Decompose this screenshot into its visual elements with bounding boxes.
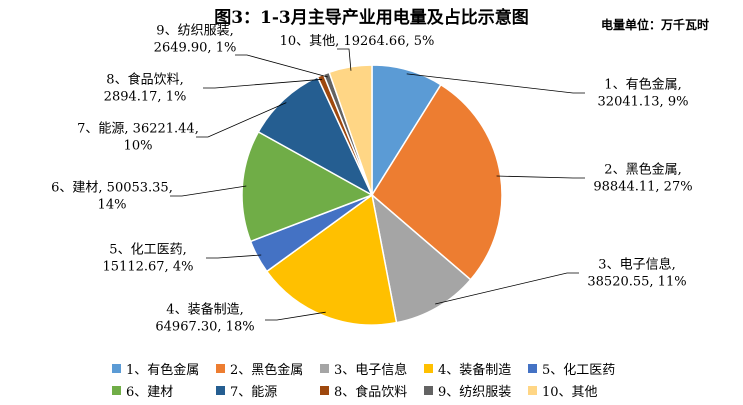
legend-label: 8、食品饮料 (334, 384, 408, 400)
pie-slices (241, 64, 503, 326)
chart-title: 图3：1-3月主导产业用电量及占比示意图 (214, 8, 529, 28)
leader-line-8 (203, 78, 323, 89)
data-label-纺织服装: 9、纺织服装, 2649.90, 1% (154, 24, 237, 56)
pie-slice-3 (370, 193, 472, 324)
legend-swatch (216, 385, 225, 395)
pie-slice-2 (371, 83, 503, 281)
legend-swatch (424, 363, 433, 373)
legend-label: 9、纺织服装 (438, 384, 512, 400)
data-label-食品饮料: 8、食品饮料, 2894.17, 1% (104, 72, 187, 105)
legend-item-食品饮料: 8、食品饮料 (320, 381, 424, 400)
legend-label: 7、能源 (230, 384, 278, 400)
data-label-其他: 10、其他, 19264.66, 5% (280, 34, 435, 49)
legend-swatch (112, 363, 121, 373)
leader-line-3 (435, 272, 579, 305)
legend-label: 5、化工医药 (542, 362, 616, 378)
pie-slice-4 (265, 193, 398, 326)
data-label-电子信息: 3、电子信息, 38520.55, 11% (587, 257, 686, 290)
unit-label: 电量单位：万千瓦时 (600, 18, 709, 32)
legend-item-装备制造: 4、装备制造 (424, 359, 528, 378)
legend-item-黑色金属: 2、黑色金属 (216, 359, 320, 378)
legend-row-1: 1、有色金属 2、黑色金属 3、电子信息 4、装备制造 5、化工医药 (112, 357, 672, 379)
leader-line-10 (337, 48, 352, 71)
legend-swatch (112, 385, 121, 395)
legend-label: 10、其他 (542, 384, 598, 400)
data-label-有色金属: 1、有色金属, 32041.13, 9% (598, 77, 689, 110)
legend-item-其他: 10、其他 (528, 381, 632, 400)
leader-line-2 (496, 175, 585, 179)
legend-row-2: 6、建材 7、能源 8、食品饮料 9、纺织服装 10、其他 (112, 379, 672, 401)
legend-label: 6、建材 (126, 384, 174, 400)
data-label-建材: 6、建材, 50053.35, 14% (51, 181, 173, 213)
leader-line-6 (170, 185, 247, 197)
data-label-化工医药: 5、化工医药, 15112.67, 4% (103, 243, 194, 275)
legend-item-建材: 6、建材 (112, 381, 216, 400)
legend-label: 1、有色金属 (126, 362, 200, 378)
data-label-能源: 7、能源, 36221.44, 10% (77, 122, 199, 154)
legend-swatch (216, 363, 225, 373)
legend-item-化工医药: 5、化工医药 (528, 359, 632, 378)
legend-label: 2、黑色金属 (230, 362, 304, 378)
leader-line-4 (265, 311, 326, 321)
legend-swatch (424, 385, 433, 395)
pie-slice-7 (257, 75, 374, 197)
legend-swatch (528, 385, 537, 395)
data-label-黑色金属: 2、黑色金属, 98844.11, 27% (593, 162, 692, 195)
leader-line-1 (406, 73, 585, 94)
legend-label: 3、电子信息 (334, 362, 408, 378)
data-labels: 1、有色金属, 32041.13, 9% 2、黑色金属, 98844.11, 27% 3… (51, 24, 692, 335)
leader-line-9 (235, 54, 328, 78)
legend-label: 4、装备制造 (438, 362, 512, 378)
legend-swatch (320, 363, 329, 373)
pie-slice-6 (241, 130, 374, 243)
legend-swatch (528, 363, 537, 373)
legend-item-纺织服装: 9、纺织服装 (424, 381, 528, 400)
chart-legend: 1、有色金属 2、黑色金属 3、电子信息 4、装备制造 5、化工医药 6、建材 7、能源 8、… (112, 357, 672, 401)
legend-item-能源: 7、能源 (216, 381, 320, 400)
leader-line-5 (206, 254, 262, 259)
legend-item-有色金属: 1、有色金属 (112, 359, 216, 378)
legend-swatch (320, 385, 329, 395)
leader-line-7 (196, 102, 287, 138)
legend-item-电子信息: 3、电子信息 (320, 359, 424, 378)
data-label-装备制造: 4、装备制造, 64967.30, 18% (155, 302, 254, 335)
leader-lines (170, 48, 585, 321)
